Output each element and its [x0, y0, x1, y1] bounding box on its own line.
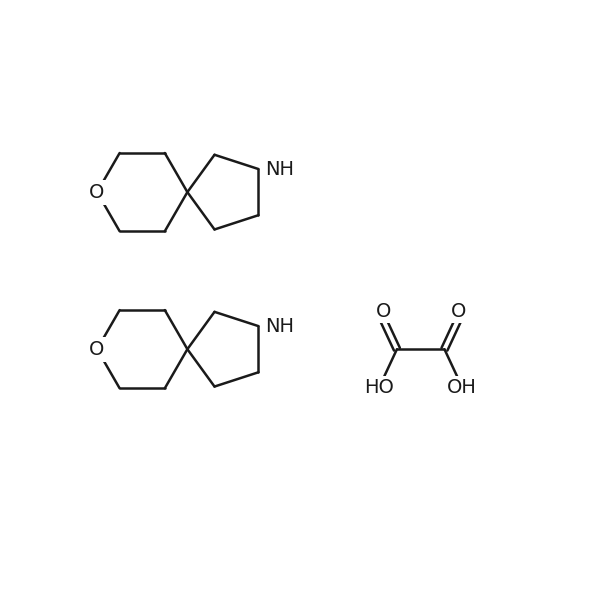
- Text: O: O: [89, 340, 105, 359]
- Text: O: O: [451, 302, 466, 320]
- Text: NH: NH: [265, 160, 295, 179]
- Text: NH: NH: [265, 317, 295, 335]
- Text: O: O: [89, 182, 105, 202]
- Text: OH: OH: [447, 378, 477, 397]
- Text: HO: HO: [364, 378, 394, 397]
- Text: O: O: [376, 302, 391, 320]
